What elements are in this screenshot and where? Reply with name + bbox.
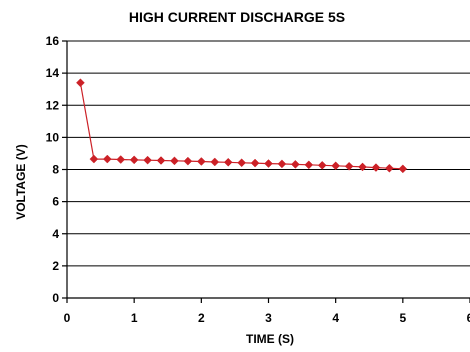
y-axis-title: VOLTAGE (V) <box>14 144 28 220</box>
gridlines <box>67 40 470 267</box>
x-axis-title: TIME (S) <box>246 332 294 346</box>
data-point-21 <box>358 162 367 172</box>
data-point-9 <box>196 157 206 166</box>
tick-labels: 02468101214160123456 <box>46 34 470 325</box>
data-point-6 <box>156 156 166 165</box>
axes <box>62 40 470 303</box>
x-tick-label: 6 <box>467 311 470 325</box>
y-tick-label: 4 <box>52 227 59 241</box>
data-point-23 <box>385 163 394 173</box>
y-tick-label: 10 <box>46 130 60 144</box>
data-point-5 <box>143 155 152 165</box>
data-point-12 <box>237 158 246 168</box>
data-point-8 <box>183 156 193 166</box>
x-tick-label: 5 <box>399 311 406 325</box>
y-tick-label: 12 <box>46 98 60 112</box>
x-tick-label: 2 <box>198 311 205 325</box>
data-point-14 <box>264 159 273 168</box>
x-tick-label: 1 <box>131 311 138 325</box>
x-tick-label: 4 <box>332 311 339 325</box>
data-point-4 <box>129 155 139 165</box>
data-point-20 <box>344 161 354 171</box>
x-tick-label: 0 <box>64 311 71 325</box>
data-point-1 <box>89 154 99 164</box>
data-point-13 <box>250 158 260 168</box>
data-point-17 <box>304 160 314 170</box>
series-line <box>79 82 403 170</box>
data-point-15 <box>277 159 287 169</box>
data-point-24 <box>398 164 408 174</box>
data-point-10 <box>210 157 220 167</box>
y-tick-label: 6 <box>52 195 59 209</box>
x-tick-label: 3 <box>265 311 272 325</box>
data-point-3 <box>116 155 126 164</box>
series-voltage <box>76 78 408 174</box>
data-point-18 <box>317 160 327 170</box>
y-tick-label: 0 <box>52 291 59 305</box>
data-point-16 <box>291 160 300 169</box>
y-tick-label: 16 <box>46 34 60 48</box>
data-point-0 <box>76 78 85 88</box>
chart-title: HIGH CURRENT DISCHARGE 5S <box>129 9 345 25</box>
y-tick-label: 2 <box>52 259 59 273</box>
data-point-11 <box>223 157 233 167</box>
data-point-19 <box>331 161 341 171</box>
data-point-2 <box>102 154 112 164</box>
y-tick-label: 8 <box>52 163 59 177</box>
data-point-7 <box>170 156 179 166</box>
y-tick-label: 14 <box>46 66 60 80</box>
data-point-22 <box>371 163 381 172</box>
